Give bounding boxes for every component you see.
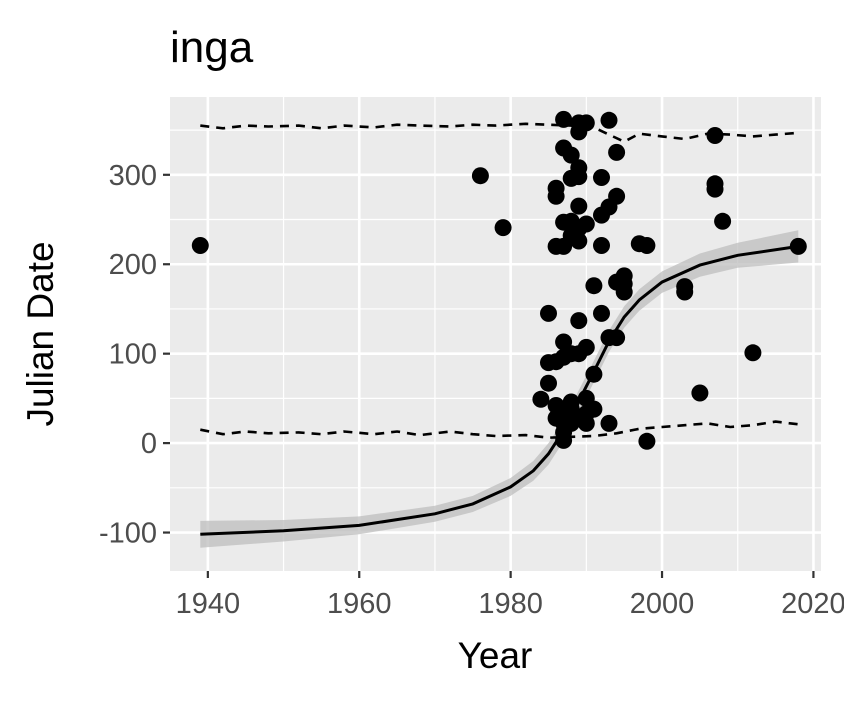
data-point (191, 237, 209, 254)
y-tick-label: 200 (109, 249, 157, 281)
data-point (570, 197, 588, 215)
y-axis-title: Julian Date (20, 241, 61, 426)
x-tick-label: 1980 (478, 588, 543, 620)
data-point (577, 114, 595, 132)
lower-quantile-line (200, 420, 799, 440)
data-point (706, 127, 724, 144)
data-point (706, 180, 724, 198)
data-point (532, 390, 550, 408)
y-axis: -100 0 100 200 300 (99, 160, 170, 550)
x-axis: 1940 1960 1980 2000 2020 (176, 571, 844, 620)
points-layer (191, 110, 807, 450)
data-point (608, 187, 626, 205)
data-point (789, 237, 807, 255)
x-tick-label: 2000 (630, 588, 695, 620)
x-tick-label: 2020 (781, 588, 844, 620)
confidence-ribbon (200, 230, 799, 548)
data-point (593, 237, 610, 254)
data-point (585, 400, 603, 418)
data-point (577, 215, 595, 233)
data-point (547, 187, 565, 205)
y-tick-label: 300 (109, 160, 157, 192)
data-point (608, 143, 626, 161)
chart-title: inga (170, 23, 254, 72)
data-point (638, 432, 656, 450)
data-point (471, 167, 489, 185)
data-point (676, 283, 694, 301)
data-point (593, 169, 610, 186)
data-point (555, 431, 573, 449)
x-tick-label: 1960 (327, 588, 392, 620)
data-point (615, 283, 633, 301)
data-point (585, 277, 603, 295)
quantile-lines-layer (200, 122, 799, 440)
data-point (540, 374, 557, 392)
data-point (600, 414, 618, 432)
data-point (562, 414, 580, 432)
data-point (570, 168, 588, 186)
data-point (570, 232, 588, 250)
y-tick-label: -100 (99, 518, 157, 550)
data-point (585, 365, 603, 383)
data-point (714, 212, 732, 230)
data-point (540, 304, 557, 322)
data-point (638, 237, 656, 254)
data-point (570, 312, 588, 330)
x-tick-label: 1940 (176, 588, 241, 620)
y-tick-label: 100 (109, 339, 157, 371)
data-point (600, 111, 618, 129)
data-point (577, 338, 595, 356)
upper-quantile-line (200, 122, 799, 144)
data-point (691, 384, 709, 402)
data-point (494, 219, 512, 237)
data-point (593, 304, 610, 322)
y-tick-label: 0 (141, 428, 157, 460)
data-point (744, 344, 762, 362)
data-point (555, 110, 573, 128)
data-point (577, 414, 595, 432)
x-axis-title: Year (458, 635, 533, 676)
data-point (608, 329, 626, 347)
data-point (562, 146, 580, 164)
confidence-ribbon-layer (200, 230, 799, 548)
